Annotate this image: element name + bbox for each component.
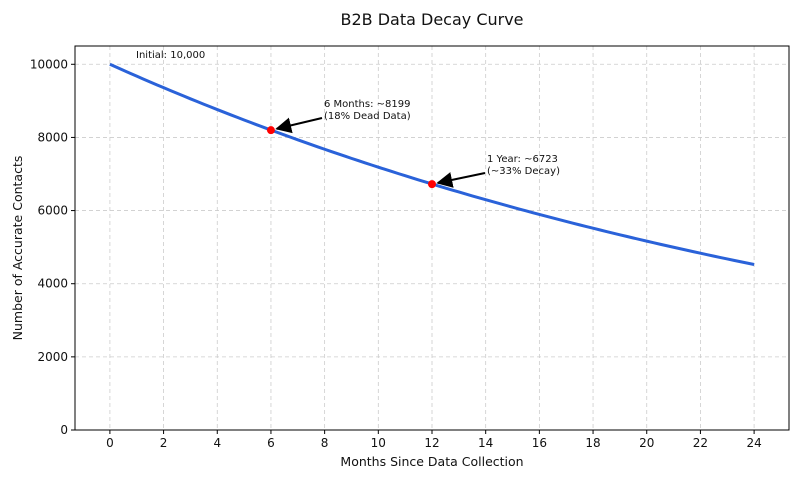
x-tick-label: 4 (213, 436, 221, 450)
y-tick-label: 6000 (37, 204, 68, 218)
y-tick-label: 10000 (30, 57, 68, 71)
x-tick-label: 10 (371, 436, 386, 450)
y-tick-label: 4000 (37, 277, 68, 291)
x-tick-label: 14 (478, 436, 493, 450)
annotation-6-months: 6 Months: ~8199 (18% Dead Data) (324, 99, 414, 122)
y-tick-label: 2000 (37, 350, 68, 364)
x-tick-label: 2 (160, 436, 168, 450)
grid (75, 46, 789, 431)
highlight-points (266, 126, 436, 189)
x-tick-label: 12 (424, 436, 439, 450)
y-axis-label: Number of Accurate Contacts (10, 156, 25, 341)
highlight-point (428, 180, 436, 189)
decay-curve-line (109, 62, 755, 266)
annotation-arrows (275, 117, 486, 188)
annotation-arrow (275, 117, 323, 134)
y-tick-label: 0 (60, 423, 68, 437)
x-tick-label: 0 (106, 436, 114, 450)
x-tick-label: 20 (639, 436, 654, 450)
x-tick-label: 24 (746, 436, 761, 450)
x-tick-label: 16 (532, 436, 547, 450)
x-axis-label: Months Since Data Collection (340, 454, 523, 469)
highlight-point (266, 126, 275, 135)
annotation-initial: Initial: 10,000 (136, 50, 205, 61)
x-tick-label: 6 (267, 436, 275, 450)
chart-title: B2B Data Decay Curve (340, 10, 523, 29)
x-tick-label: 8 (321, 436, 329, 450)
y-tick-label: 8000 (37, 130, 68, 144)
annotation-1-year: 1 Year: ~6723 (~33% Decay) (487, 154, 561, 177)
annotation-arrow (436, 172, 486, 188)
x-tick-label: 22 (693, 436, 708, 450)
x-tick-label: 18 (585, 436, 600, 450)
axis-ticks: 0 2 4 6 8 10 12 14 16 18 20 22 240200040006000800010… (30, 57, 762, 450)
